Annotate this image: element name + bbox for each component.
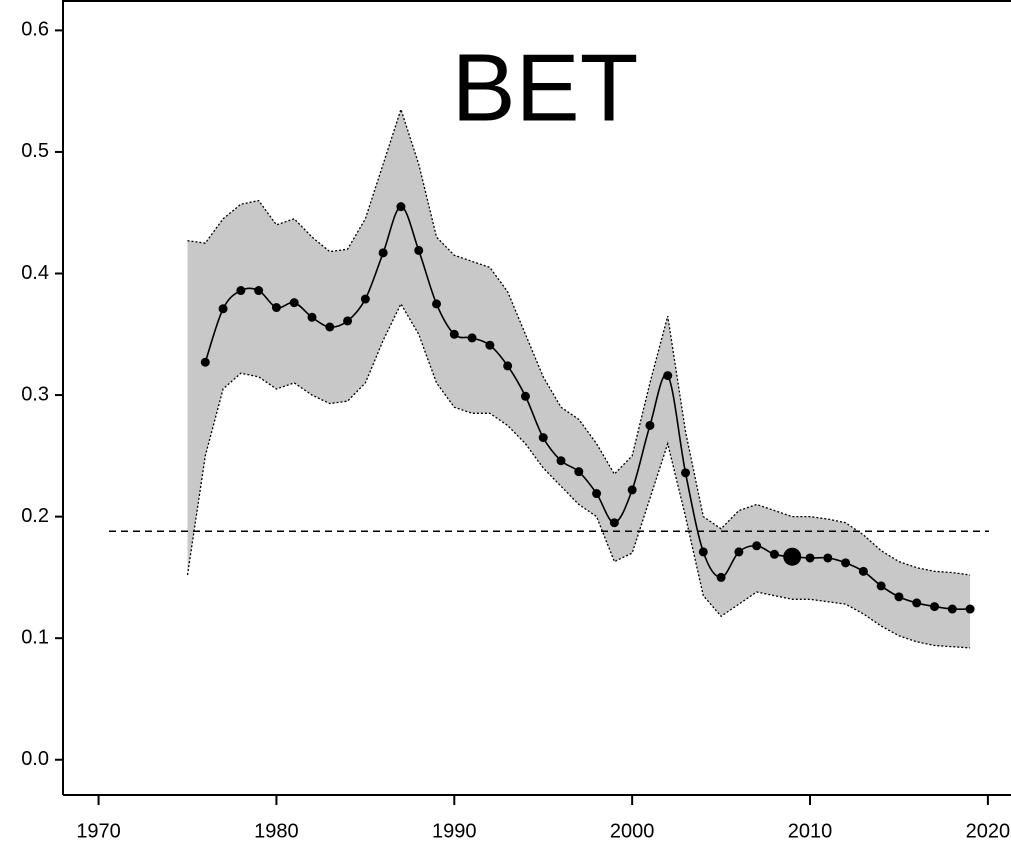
point xyxy=(432,299,442,309)
point xyxy=(343,316,353,326)
point xyxy=(467,333,477,343)
band-lower-edge xyxy=(186,302,971,649)
point xyxy=(805,553,815,563)
point xyxy=(716,572,726,582)
point xyxy=(930,602,940,612)
x-tick-label: 1970 xyxy=(76,820,121,842)
point xyxy=(200,357,210,367)
point xyxy=(841,558,851,568)
point xyxy=(289,298,299,308)
point xyxy=(752,541,762,551)
point xyxy=(823,553,833,563)
point xyxy=(271,303,281,313)
point xyxy=(325,322,335,332)
point xyxy=(307,312,317,322)
point xyxy=(663,371,673,381)
point xyxy=(485,340,495,350)
point xyxy=(681,468,691,478)
point xyxy=(503,361,513,371)
x-tick-label: 1980 xyxy=(254,820,299,842)
y-tick-label: 0.3 xyxy=(21,383,49,405)
point xyxy=(520,391,530,401)
point xyxy=(645,420,655,430)
point xyxy=(574,467,584,477)
point xyxy=(876,581,886,591)
point xyxy=(396,202,406,212)
y-tick-label: 0.1 xyxy=(21,626,49,648)
band-upper-edge xyxy=(187,107,971,576)
point xyxy=(218,304,228,314)
point xyxy=(236,286,246,296)
point xyxy=(947,604,957,614)
point xyxy=(965,604,975,614)
highlight-point xyxy=(783,547,802,566)
point xyxy=(609,518,619,528)
point xyxy=(378,248,388,258)
point xyxy=(556,456,566,466)
y-tick-label: 0.4 xyxy=(21,262,49,284)
x-tick-label: 2010 xyxy=(788,820,833,842)
confidence-band xyxy=(187,109,971,648)
point xyxy=(449,329,459,339)
point xyxy=(769,549,779,559)
point xyxy=(538,433,548,443)
point xyxy=(414,245,424,255)
point xyxy=(912,598,922,608)
point xyxy=(734,547,744,557)
point xyxy=(858,566,868,576)
x-tick-label: 2000 xyxy=(610,820,655,842)
point xyxy=(698,547,708,557)
point xyxy=(592,489,602,499)
y-tick-label: 0.5 xyxy=(21,140,49,162)
x-tick-label: 1990 xyxy=(432,820,477,842)
point xyxy=(254,286,264,296)
chart-title: BET xyxy=(452,34,639,141)
x-tick-label: 2020 xyxy=(966,820,1011,842)
point xyxy=(894,592,904,602)
y-tick-label: 0.0 xyxy=(21,748,49,770)
y-tick-label: 0.2 xyxy=(21,505,49,527)
point xyxy=(627,485,637,495)
point xyxy=(360,294,370,304)
y-tick-label: 0.6 xyxy=(21,19,49,41)
